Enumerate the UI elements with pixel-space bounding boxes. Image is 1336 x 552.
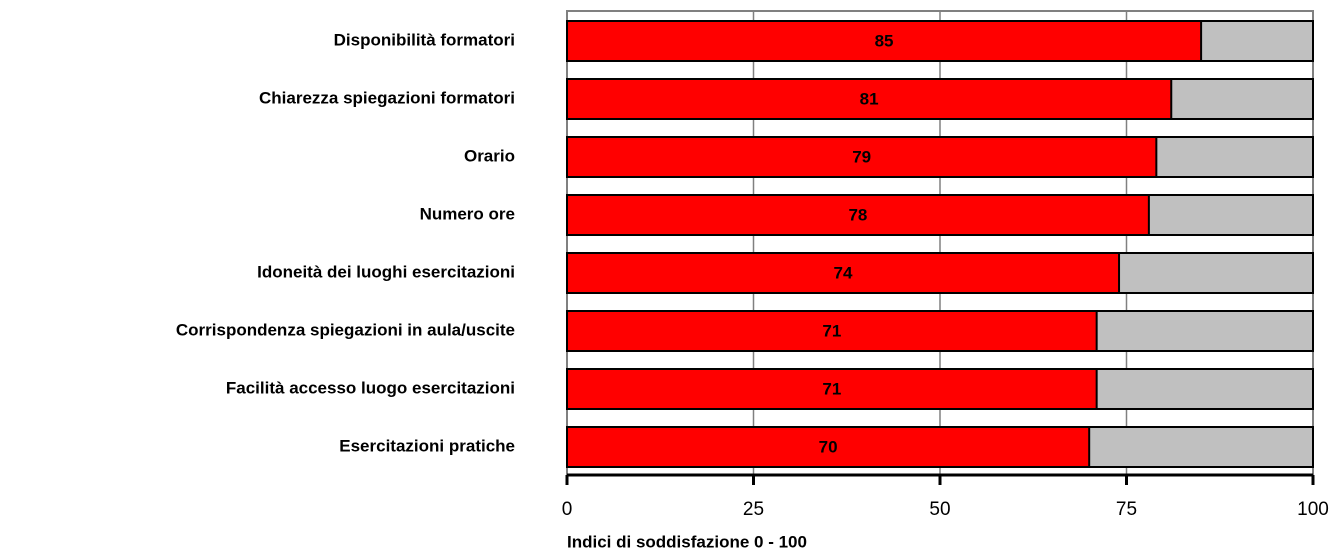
- y-tick-label: Esercitazioni pratiche: [339, 436, 515, 455]
- x-tick-label: 75: [1116, 499, 1137, 520]
- bar: [566, 136, 1158, 178]
- bar: [566, 426, 1091, 468]
- data-label: 78: [848, 205, 867, 224]
- y-tick-label: Idoneità dei luoghi esercitazioni: [257, 262, 515, 281]
- bar: [566, 194, 1150, 236]
- y-tick-label: Facilità accesso luogo esercitazioni: [226, 378, 515, 397]
- data-label: 74: [834, 263, 853, 282]
- bar: [566, 368, 1098, 410]
- y-tick-label: Disponibilità formatori: [334, 30, 515, 49]
- y-tick-label: Orario: [464, 146, 515, 165]
- y-tick-label: Numero ore: [420, 204, 515, 223]
- bar: [566, 78, 1173, 120]
- y-tick-label: Chiarezza spiegazioni formatori: [259, 88, 515, 107]
- data-label: 81: [860, 89, 879, 108]
- data-label: 71: [822, 379, 841, 398]
- x-tick-label: 50: [929, 499, 950, 520]
- x-tick-label: 25: [743, 499, 764, 520]
- x-tick-label: 0: [562, 499, 573, 520]
- bar: [566, 310, 1098, 352]
- data-label: 85: [875, 31, 894, 50]
- data-label: 70: [819, 437, 838, 456]
- y-tick-label: Corrispondenza spiegazioni in aula/uscit…: [176, 320, 515, 339]
- data-label: 71: [822, 321, 841, 340]
- data-label: 79: [852, 147, 871, 166]
- bar: [566, 252, 1121, 294]
- x-axis-title: Indici di soddisfazione 0 - 100: [567, 532, 807, 551]
- bar: [566, 20, 1203, 62]
- x-tick-label: 100: [1297, 499, 1329, 520]
